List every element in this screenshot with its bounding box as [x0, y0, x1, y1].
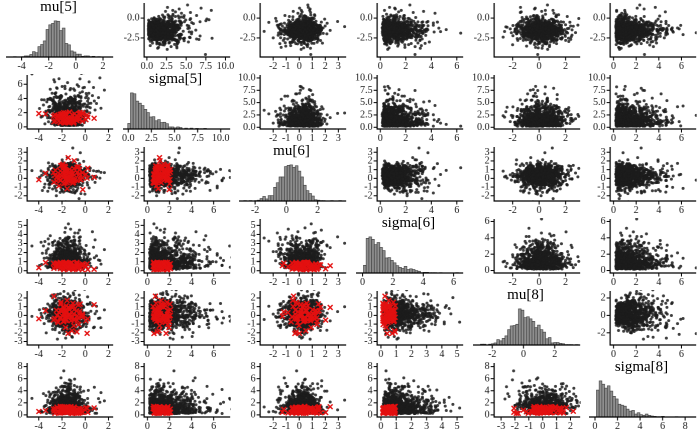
panel-canvas — [467, 144, 584, 216]
panel-canvas — [117, 144, 234, 216]
panel-canvas — [233, 360, 350, 432]
scatter-panel-sigma6-vs-mu8 — [350, 288, 467, 360]
scatter-panel-sigma5-vs-mu8 — [117, 288, 234, 360]
panel-canvas — [350, 0, 467, 72]
diagonal-histogram-sigma6 — [350, 216, 467, 288]
panel-canvas — [117, 0, 234, 72]
panel-canvas — [117, 216, 234, 288]
scatter-panel-mu5-vs-mu8 — [0, 288, 117, 360]
scatter-panel-sigma5-vs-mu5 — [117, 0, 234, 72]
panel-canvas — [117, 360, 234, 432]
panel-canvas — [233, 0, 350, 72]
scatter-panel-mu6-vs-sigma8 — [233, 360, 350, 432]
scatter-panel-sigma6-vs-sigma8 — [350, 360, 467, 432]
panel-canvas — [350, 288, 467, 360]
panel-canvas — [350, 216, 467, 288]
panel-canvas — [350, 72, 467, 144]
scatter-panel-sigma5-vs-sigma8 — [117, 360, 234, 432]
scatter-panel-sigma8-vs-mu6 — [583, 144, 700, 216]
scatter-panel-mu5-vs-sigma8 — [0, 360, 117, 432]
scatter-panel-mu6-vs-mu8 — [233, 288, 350, 360]
scatter-panel-mu8-vs-sigma5 — [467, 72, 584, 144]
panel-canvas — [467, 360, 584, 432]
scatter-panel-mu8-vs-sigma8 — [467, 360, 584, 432]
panel-canvas — [0, 144, 117, 216]
panel-canvas — [583, 288, 700, 360]
panel-canvas — [350, 360, 467, 432]
scatter-panel-sigma8-vs-sigma6 — [583, 216, 700, 288]
panel-canvas — [0, 72, 117, 144]
panel-canvas — [467, 0, 584, 72]
scatter-panel-mu8-vs-mu6 — [467, 144, 584, 216]
panel-canvas — [0, 0, 117, 72]
panel-canvas — [233, 288, 350, 360]
panel-canvas — [467, 72, 584, 144]
scatter-panel-sigma8-vs-sigma5 — [583, 72, 700, 144]
panel-canvas — [0, 360, 117, 432]
scatter-panel-sigma6-vs-mu5 — [350, 0, 467, 72]
scatter-panel-sigma5-vs-sigma6 — [117, 216, 234, 288]
scatter-panel-mu6-vs-mu5 — [233, 0, 350, 72]
scatter-panel-mu6-vs-sigma6 — [233, 216, 350, 288]
scatter-panel-sigma6-vs-sigma5 — [350, 72, 467, 144]
panel-canvas — [0, 288, 117, 360]
diagonal-histogram-mu8 — [467, 288, 584, 360]
scatter-panel-mu8-vs-sigma6 — [467, 216, 584, 288]
scatter-panel-mu5-vs-sigma6 — [0, 216, 117, 288]
scatter-panel-sigma8-vs-mu5 — [583, 0, 700, 72]
diagonal-histogram-mu6 — [233, 144, 350, 216]
panel-canvas — [117, 72, 234, 144]
panel-canvas — [117, 288, 234, 360]
scatter-panel-mu8-vs-mu5 — [467, 0, 584, 72]
scatter-panel-sigma8-vs-mu8 — [583, 288, 700, 360]
panel-canvas — [233, 72, 350, 144]
panel-canvas — [233, 216, 350, 288]
panel-canvas — [583, 216, 700, 288]
scatter-panel-mu5-vs-mu6 — [0, 144, 117, 216]
panel-canvas — [0, 216, 117, 288]
scatter-panel-mu6-vs-sigma5 — [233, 72, 350, 144]
panel-canvas — [583, 360, 700, 432]
scatter-panel-sigma5-vs-mu6 — [117, 144, 234, 216]
panel-canvas — [350, 144, 467, 216]
panel-canvas — [467, 288, 584, 360]
panel-canvas — [467, 216, 584, 288]
scatter-panel-mu5-vs-sigma5 — [0, 72, 117, 144]
panel-canvas — [583, 0, 700, 72]
diagonal-histogram-sigma8 — [583, 360, 700, 432]
panel-canvas — [583, 72, 700, 144]
panel-canvas — [233, 144, 350, 216]
diagonal-histogram-sigma5 — [117, 72, 234, 144]
scatter-panel-sigma6-vs-mu6 — [350, 144, 467, 216]
diagonal-histogram-mu5 — [0, 0, 117, 72]
panel-canvas — [583, 144, 700, 216]
